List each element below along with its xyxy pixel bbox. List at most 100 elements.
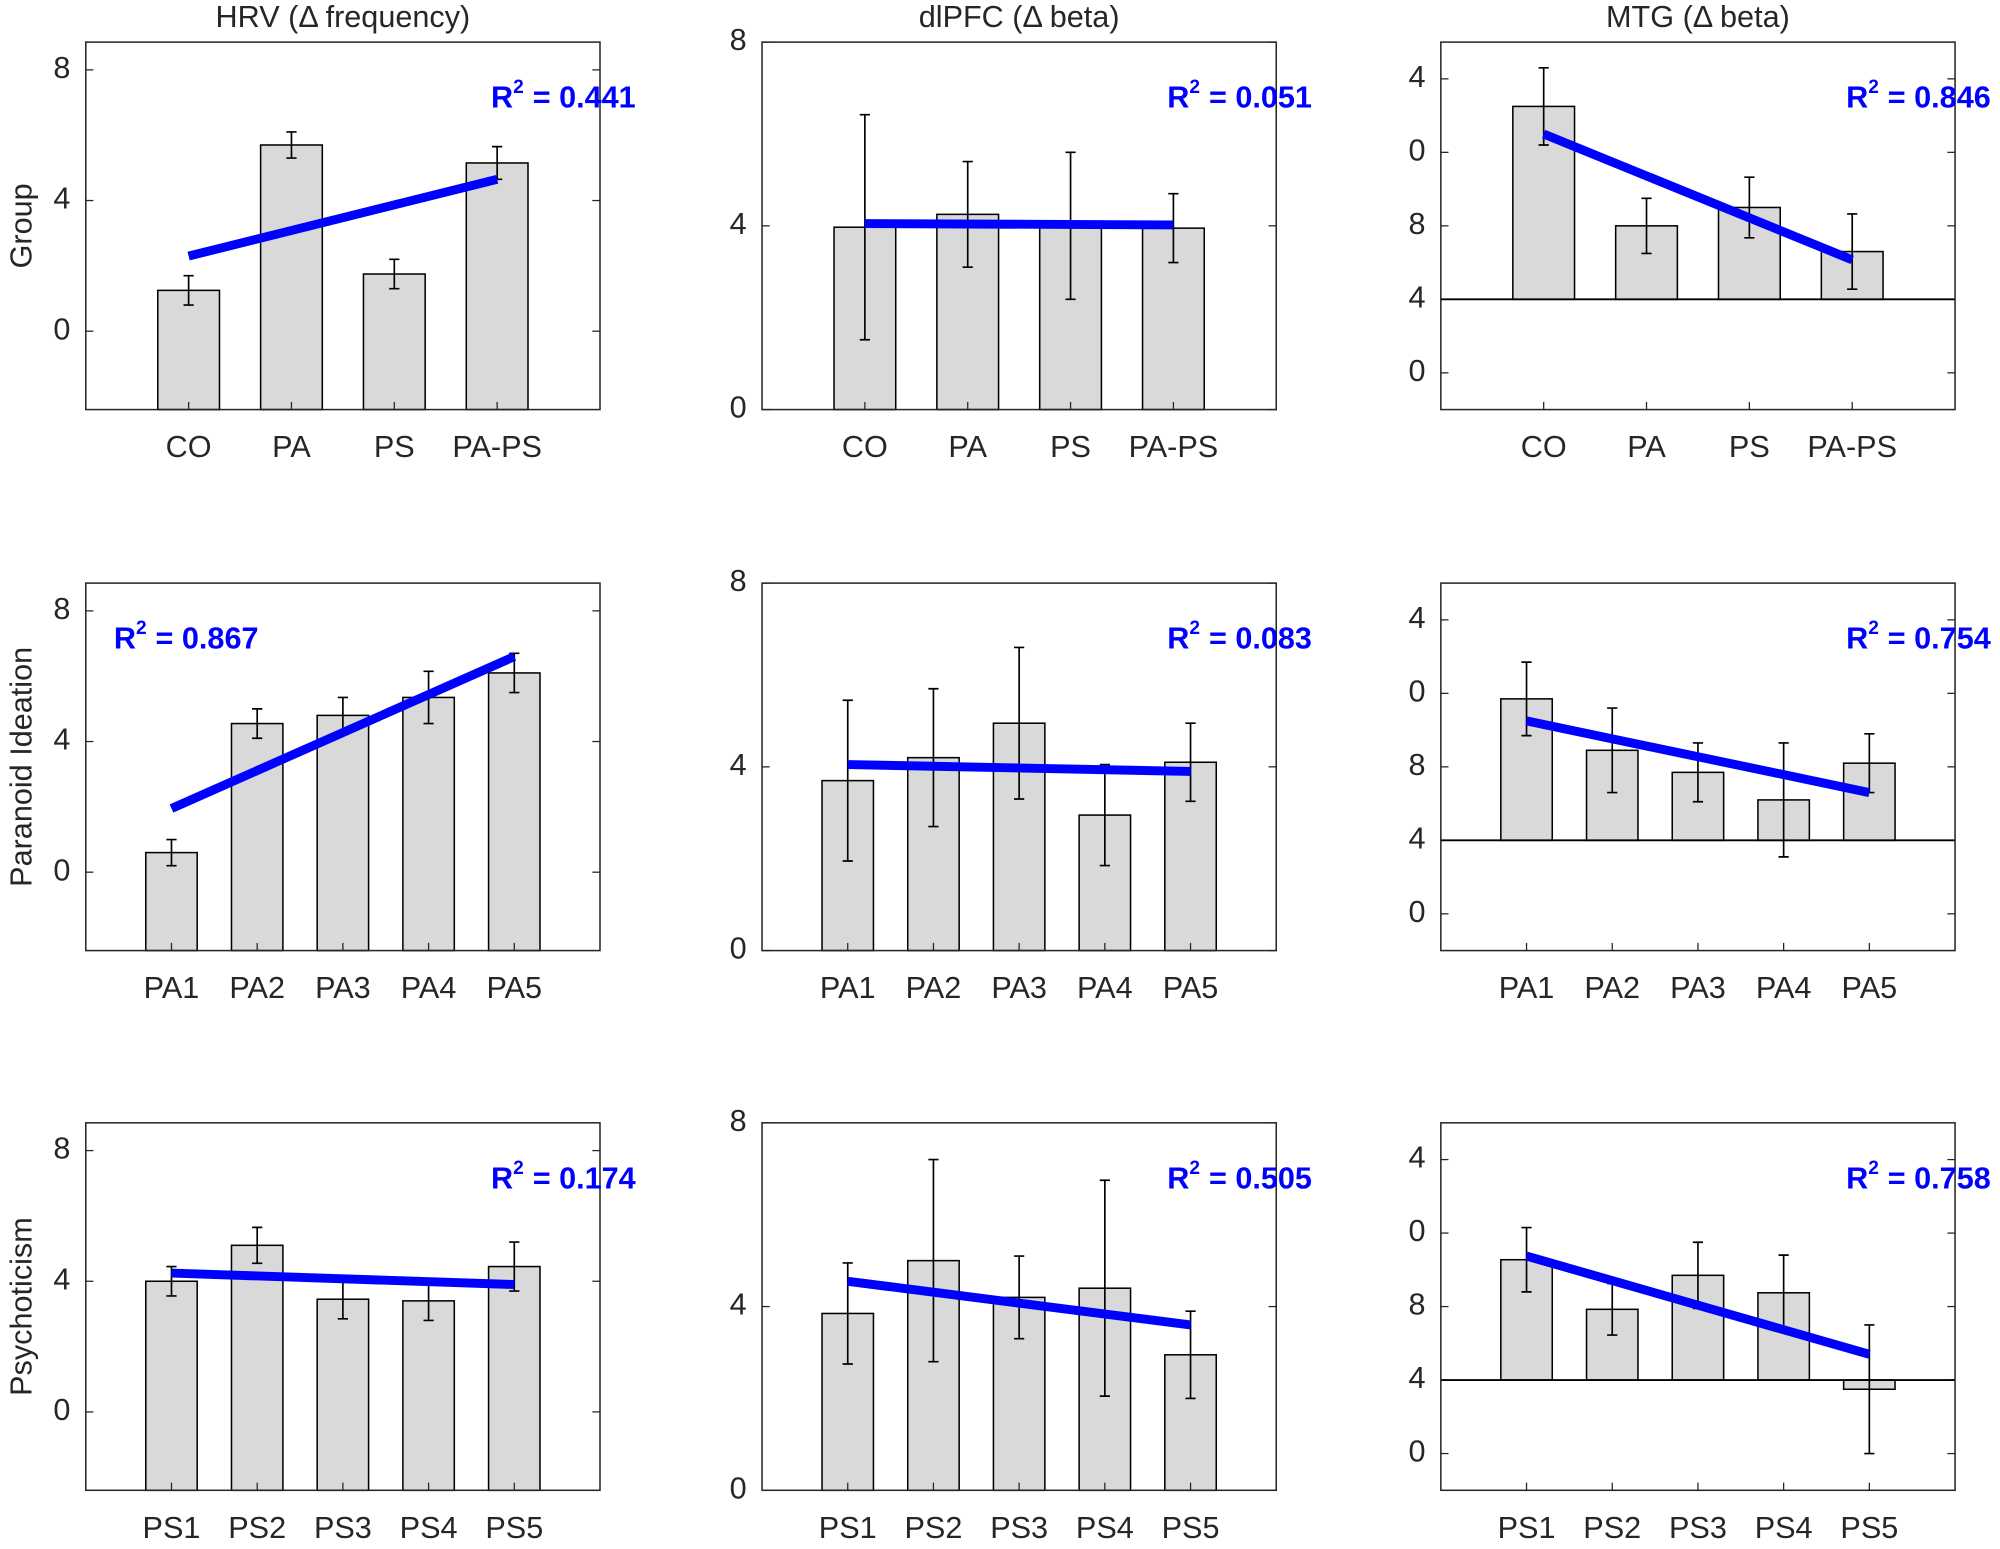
error-bar [252,1226,263,1265]
annotation-rest: = 0.846 [1888,81,1991,115]
axes-frame [761,41,1278,411]
axes-frame [761,1122,1278,1492]
trend-line [187,174,499,261]
x-tick-label: PA [1627,430,1666,464]
y-tick-label: 0 [1408,1214,1425,1248]
x-tick-label: PS4 [1076,1511,1134,1545]
annotation-rest: = 0.051 [1209,81,1312,115]
trend-line [1525,716,1871,797]
annotation-base: R [1846,1161,1868,1195]
y-tick-label: 0 [53,312,70,346]
trend-line [1541,129,1854,264]
r-squared-annotation: R2 = 0.758 [1846,1158,1991,1196]
annotation-rest: = 0.754 [1888,622,1991,656]
r-squared-annotation: R2 = 0.174 [491,1158,636,1196]
y-tick-label: 0 [1408,674,1425,708]
y-tick-label: 8 [730,564,747,598]
y-tick-label: 8 [53,1132,70,1166]
error-bar [1864,1324,1875,1455]
x-tick-label: PS3 [1669,1511,1727,1545]
x-tick-label: PA2 [906,971,962,1005]
x-tick-label: PA [948,430,987,464]
x-tick-label: PA3 [315,971,371,1005]
x-tick-label: PS [1729,430,1770,464]
error-bar [1099,763,1110,867]
y-tick-label: 0 [730,391,747,425]
x-tick-label: PA5 [1163,971,1219,1005]
error-bar [928,687,939,828]
y-tick-label: 4 [53,723,70,757]
y-tick-label: 4 [53,1262,70,1296]
y-axis-label: Group [4,183,38,268]
axes-frame [85,582,601,952]
x-tick-label: PS2 [228,1511,286,1545]
x-tick-label: PS2 [1583,1511,1641,1545]
x-tick-label: CO [1521,430,1567,464]
error-bar [1185,1310,1196,1400]
annotation-sup: 2 [1868,1158,1879,1179]
x-tick-label: PA-PS [452,430,542,464]
r-squared-annotation: R2 = 0.505 [1167,1158,1312,1196]
bar [487,672,541,952]
y-tick-label: 8 [730,23,747,57]
annotation-rest: = 0.758 [1888,1161,1991,1195]
bar [145,851,198,952]
panel-title: dlPFC (Δ beta) [919,0,1120,34]
y-tick-label: 0 [1408,354,1425,388]
bar [259,144,324,411]
r-squared-annotation: R2 = 0.754 [1846,618,1991,656]
panel: dlPFC (Δ beta) 0 4 8 CO PA PS PA-PS R2 = 0.051 [730,0,1312,464]
annotation-base: R [1167,1161,1189,1195]
r-squared-annotation: R2 = 0.051 [1167,77,1312,115]
x-tick-label: PA [272,430,311,464]
y-tick-label: 4 [1408,601,1425,635]
y-axis-label: Paranoid Ideation [4,647,38,887]
y-tick-label: 8 [53,51,70,85]
x-tick-label: PS [374,430,415,464]
y-tick-label: 4 [1408,821,1425,855]
error-bar [1014,646,1025,800]
error-bar [166,838,177,867]
panel: 0 4 8 PA1 PA2 PA3 PA4 PA5 R2 = 0.083 [730,564,1312,1005]
x-tick-label: PA-PS [1807,430,1897,464]
annotation-base: R [1167,622,1189,656]
trend-line [847,760,1191,776]
y-tick-label: 4 [730,207,747,241]
error-bar [1641,197,1652,255]
y-tick-label: 0 [1408,895,1425,929]
y-tick-label: 4 [1408,60,1425,94]
x-tick-label: PA4 [401,971,457,1005]
annotation-rest: = 0.867 [156,622,259,656]
r-squared-annotation: R2 = 0.846 [1846,77,1991,115]
error-bar [1099,1179,1110,1397]
x-tick-label: PS4 [1755,1511,1813,1545]
panel: 0 4 8 0 4 PS1 PS2 PS3 PS4 PS5 R2 = 0.758 [1408,1122,1991,1545]
bar [362,273,426,411]
error-bar [1847,213,1858,291]
bar [402,1300,456,1492]
annotation-base: R [1167,81,1189,115]
y-tick-label: 8 [1408,207,1425,241]
error-bar [962,160,973,269]
annotation-rest: = 0.505 [1209,1161,1312,1195]
panel: 0 4 8 0 4 PA1 PA2 PA3 PA4 PA5 R2 = 0.754 [1408,582,1991,1005]
x-tick-label: PA5 [486,971,542,1005]
error-bar [183,274,194,306]
bar [230,1244,284,1492]
axes-frame [1440,582,1956,952]
error-bar [1014,1255,1025,1340]
trend-line [847,1276,1192,1330]
x-tick-label: PA1 [144,971,200,1005]
trend-line [1525,1251,1871,1359]
y-axis-label: Psychoticism [4,1217,38,1396]
x-tick-label: PA2 [229,971,285,1005]
annotation-sup: 2 [513,1158,524,1179]
bar [230,722,284,952]
x-tick-label: PS4 [400,1511,458,1545]
y-tick-label: 8 [730,1104,747,1138]
y-tick-label: 4 [730,1288,747,1322]
error-bar [842,699,853,862]
x-tick-label: PS1 [1498,1511,1556,1545]
y-tick-label: 8 [1408,1288,1425,1322]
error-bar [1778,742,1789,858]
